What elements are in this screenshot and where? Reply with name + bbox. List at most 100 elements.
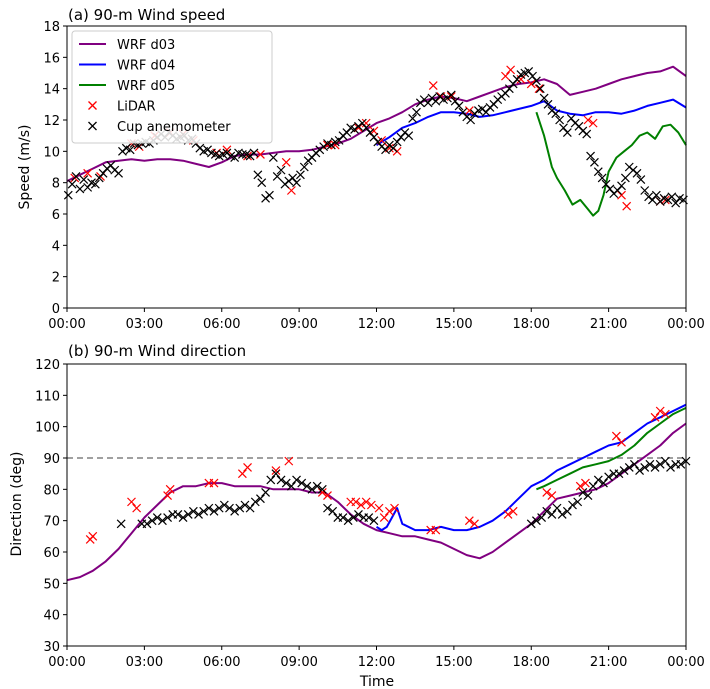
- speed-x-tick-label: 12:00: [358, 317, 395, 332]
- direction-point-lidar: [163, 491, 173, 501]
- direction-point-lidar: [88, 531, 98, 541]
- direction-point-cup-anemometer: [178, 513, 188, 522]
- direction-y-tick-label: 100: [35, 421, 60, 436]
- direction-y-tick-label: 90: [43, 452, 60, 467]
- direction-x-tick-label: 15:00: [435, 655, 472, 670]
- legend-item-lidar: LiDAR: [88, 100, 156, 115]
- speed-point-lidar: [622, 201, 632, 211]
- speed-point-cup-anemometer: [299, 162, 309, 172]
- speed-point-cup-anemometer: [466, 115, 476, 125]
- speed-point-cup-anemometer: [593, 167, 603, 177]
- speed-point-cup-anemometer: [79, 175, 89, 184]
- speed-x-tick-label: 21:00: [590, 317, 627, 332]
- direction-point-lidar: [284, 456, 294, 466]
- legend-swatch: [88, 101, 97, 110]
- direction-y-tick-label: 70: [43, 515, 60, 530]
- direction-axes-frame: [66, 363, 687, 647]
- direction-x-tick-label: 12:00: [358, 655, 395, 670]
- direction-x-tick-label: 06:00: [203, 655, 240, 670]
- direction-point-lidar: [132, 503, 142, 513]
- speed-x-tick-label: 00:00: [48, 317, 85, 332]
- speed-series-wrf-d03: [66, 65, 687, 182]
- speed-point-lidar: [281, 157, 291, 167]
- speed-y-tick-label: 12: [43, 114, 60, 129]
- direction-x-tick-label: 00:00: [48, 655, 85, 670]
- speed-point-cup-anemometer: [90, 179, 100, 189]
- direction-point-cup-anemometer: [271, 469, 281, 479]
- direction-point-cup-anemometer: [194, 509, 203, 519]
- speed-point-cup-anemometer: [404, 131, 414, 141]
- speed-x-tick-label: 03:00: [126, 317, 163, 332]
- speed-panel-title: (a) 90-m Wind speed: [68, 6, 225, 24]
- direction-point-lidar: [617, 437, 626, 447]
- direction-point-cup-anemometer: [323, 503, 332, 513]
- speed-series-wrf-d04: [375, 98, 687, 146]
- speed-point-cup-anemometer: [555, 115, 565, 125]
- direction-point-lidar: [317, 488, 327, 497]
- direction-point-cup-anemometer: [292, 475, 301, 485]
- direction-point-cup-anemometer: [256, 494, 265, 504]
- direction-point-lidar: [580, 478, 590, 488]
- legend-swatch: [88, 121, 97, 131]
- speed-point-cup-anemometer: [590, 157, 599, 167]
- direction-point-cup-anemometer: [214, 503, 224, 513]
- direction-y-tick-label: 50: [43, 577, 60, 592]
- direction-point-cup-anemometer: [302, 481, 312, 491]
- speed-y-tick-label: 10: [43, 145, 60, 160]
- direction-y-tick-label: 110: [35, 389, 60, 404]
- direction-panel: (b) 90-m Wind direction Direction (deg) …: [9, 342, 705, 689]
- direction-point-cup-anemometer: [338, 513, 348, 522]
- direction-point-cup-anemometer: [568, 500, 577, 510]
- direction-point-lidar: [660, 409, 670, 419]
- direction-point-cup-anemometer: [364, 513, 374, 522]
- legend-item-wrf-d04: WRF d04: [79, 59, 175, 74]
- direction-point-cup-anemometer: [562, 506, 572, 516]
- direction-point-cup-anemometer: [593, 475, 603, 485]
- direction-point-cup-anemometer: [354, 509, 363, 519]
- direction-point-cup-anemometer: [542, 506, 552, 516]
- speed-point-cup-anemometer: [640, 186, 650, 195]
- direction-point-cup-anemometer: [225, 503, 234, 513]
- speed-point-lidar: [526, 79, 536, 89]
- direction-point-lidar: [508, 506, 518, 516]
- direction-point-lidar: [655, 406, 665, 416]
- direction-point-cup-anemometer: [286, 481, 296, 491]
- direction-x-tick-label: 09:00: [280, 655, 317, 670]
- speed-point-cup-anemometer: [71, 171, 81, 181]
- speed-y-tick-label: 4: [52, 239, 60, 254]
- speed-point-cup-anemometer: [620, 173, 630, 183]
- legend-box: [71, 30, 273, 144]
- speed-y-tick-label: 18: [43, 20, 60, 35]
- speed-point-cup-anemometer: [408, 114, 418, 123]
- direction-point-lidar: [127, 497, 136, 507]
- direction-x-tick-label: 21:00: [590, 655, 627, 670]
- speed-point-lidar: [256, 150, 265, 159]
- direction-point-cup-anemometer: [250, 497, 260, 507]
- direction-x-tick-label: 18:00: [513, 655, 550, 670]
- direction-point-cup-anemometer: [578, 488, 588, 497]
- speed-point-lidar: [588, 118, 598, 128]
- speed-point-cup-anemometer: [531, 76, 541, 86]
- speed-point-cup-anemometer: [75, 184, 85, 194]
- direction-point-cup-anemometer: [666, 462, 675, 472]
- direction-x-tick-label: 03:00: [126, 655, 163, 670]
- direction-point-lidar: [351, 497, 361, 507]
- direction-point-cup-anemometer: [317, 484, 327, 494]
- direction-point-lidar: [356, 500, 366, 510]
- legend-label: WRF d03: [117, 38, 175, 53]
- direction-point-cup-anemometer: [240, 500, 250, 510]
- direction-point-cup-anemometer: [348, 513, 358, 522]
- direction-point-cup-anemometer: [599, 478, 608, 488]
- direction-point-cup-anemometer: [312, 481, 322, 491]
- speed-point-cup-anemometer: [295, 170, 305, 180]
- direction-point-cup-anemometer: [261, 488, 271, 497]
- direction-series-wrf-d05: [536, 406, 687, 491]
- direction-point-cup-anemometer: [676, 459, 686, 469]
- direction-point-cup-anemometer: [281, 478, 291, 488]
- direction-point-cup-anemometer: [526, 519, 536, 529]
- direction-point-cup-anemometer: [557, 509, 567, 519]
- direction-x-tick-label: 00:00: [667, 655, 704, 670]
- speed-point-cup-anemometer: [292, 178, 301, 188]
- speed-point-cup-anemometer: [636, 175, 646, 184]
- direction-point-lidar: [361, 497, 371, 507]
